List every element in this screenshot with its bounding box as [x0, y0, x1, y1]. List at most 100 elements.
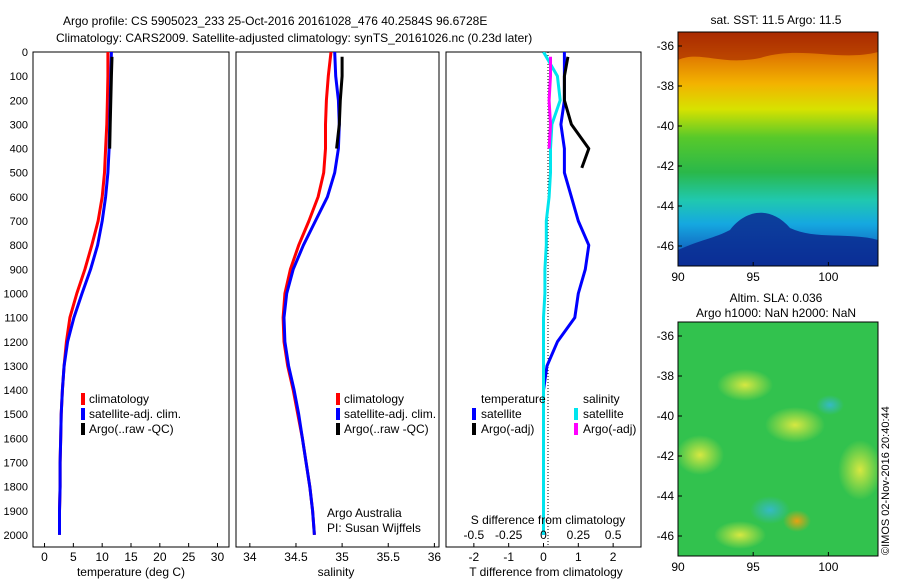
map-lat-label: -38	[657, 79, 675, 93]
s-diff-tick-label: 0	[540, 528, 547, 542]
x-tick-label: 30	[211, 550, 225, 564]
header-line2: Climatology: CARS2009. Satellite-adjuste…	[56, 31, 532, 45]
s-difference-label: S difference from climatology	[471, 513, 626, 527]
s-diff-tick-label: -0.5	[464, 528, 485, 542]
legend-label-argo: Argo(..raw -QC)	[344, 422, 429, 436]
sst-map-axes: -36 -38 -40 -42 -44 -46 90 95 100	[657, 39, 839, 284]
map-lat-label: -44	[657, 199, 675, 213]
x-tick-label: -1	[503, 550, 514, 564]
depth-tick-label: 1400	[4, 385, 28, 397]
x-tick-label: 2	[610, 550, 617, 564]
sla-anomaly	[717, 369, 773, 401]
sla-map-frame	[677, 321, 879, 557]
sla-anomaly	[783, 510, 811, 532]
depth-tick-label: 900	[10, 264, 28, 276]
legend-label-s-satellite: satellite	[583, 407, 624, 421]
sla-anomaly	[838, 440, 882, 500]
sla-anomaly	[750, 496, 790, 524]
difference-x-axis: -2 -1 0 1 2	[469, 543, 617, 564]
x-tick-label: 34	[243, 550, 257, 564]
t-difference-label: T difference from climatology	[469, 565, 623, 579]
depth-axis: 0 100 200 300 400 500 600 700 800 900 1000 1100 1200…	[4, 47, 641, 542]
salinity-legend: climatology satellite-adj. clim. Argo(..…	[336, 392, 436, 436]
depth-tick-label: 1200	[4, 337, 28, 349]
sla-map-axes: -36 -38 -40 -42 -44 -46 90 95 100	[657, 329, 839, 574]
depth-tick-label: 1100	[4, 313, 28, 325]
salinity-xlabel: salinity	[318, 565, 355, 579]
series-line-argo-adj-	[547, 56, 552, 149]
depth-tick-label: 1300	[4, 361, 28, 373]
legend-swatch-satellite	[336, 408, 340, 420]
map-lat-label: -36	[657, 39, 675, 53]
sst-map: sat. SST: 11.5 Argo: 11.5 -36 -38 -40 -42 -4…	[657, 13, 879, 284]
map-lon-label: 90	[671, 560, 685, 574]
x-tick-label: 5	[70, 550, 77, 564]
map-lon-label: 95	[747, 560, 761, 574]
x-tick-label: -2	[469, 550, 480, 564]
map-lat-label: -38	[657, 369, 675, 383]
map-lon-label: 100	[818, 270, 838, 284]
temperature-series	[58, 52, 114, 535]
sla-anomaly	[765, 407, 825, 443]
header-line1: Argo profile: CS 5905023_233 25-Oct-2016…	[63, 14, 487, 28]
legend-swatch-satellite	[81, 408, 85, 420]
sla-map: Altim. SLA: 0.036 Argo h1000: NaN h2000:…	[657, 291, 882, 574]
legend-swatch-climatology	[336, 393, 340, 405]
legend-label-satellite: satellite-adj. clim.	[89, 407, 181, 421]
s-diff-tick-label: 0.25	[567, 528, 591, 542]
depth-tick-label: 300	[10, 119, 28, 131]
depth-tick-label: 2000	[4, 530, 28, 542]
sst-map-frame	[677, 31, 879, 267]
x-tick-label: 10	[95, 550, 109, 564]
legend-swatch-argo	[81, 423, 85, 435]
legend-swatch-t-satellite	[472, 408, 476, 420]
series-line-argo-raw-qc-	[335, 56, 344, 149]
depth-tick-label: 500	[10, 168, 28, 180]
legend-swatch-s-satellite	[574, 408, 578, 420]
legend-label-climatology: climatology	[344, 392, 404, 406]
depth-tick-label: 1800	[4, 482, 28, 494]
legend-swatch-climatology	[81, 393, 85, 405]
map-lat-label: -46	[657, 239, 675, 253]
sla-anomaly	[676, 435, 724, 475]
x-tick-label: 35	[335, 550, 349, 564]
depth-tick-label: 1000	[4, 288, 28, 300]
map-lat-label: -46	[657, 529, 675, 543]
depth-tick-label: 0	[22, 47, 28, 59]
map-lat-label: -40	[657, 119, 675, 133]
map-lat-label: -36	[657, 329, 675, 343]
salinity-plot-area	[235, 51, 440, 548]
difference-series	[542, 52, 591, 535]
x-tick-label: 20	[153, 550, 167, 564]
x-tick-label: 25	[182, 550, 196, 564]
sla-map-title1: Altim. SLA: 0.036	[730, 291, 823, 305]
argo-note-line1: Argo Australia	[327, 506, 402, 520]
sla-anomaly	[714, 521, 766, 549]
depth-tick-label: 1500	[4, 409, 28, 421]
sla-anomaly	[816, 395, 844, 415]
depth-tick-label: 200	[10, 95, 28, 107]
x-tick-label: 35.5	[377, 550, 401, 564]
legend-label-t-satellite: satellite	[481, 407, 522, 421]
x-tick-label: 15	[124, 550, 138, 564]
legend-swatch-s-argo	[574, 423, 578, 435]
legend-title-temperature: temperature	[481, 392, 546, 406]
legend-label-s-argo: Argo(-adj)	[583, 422, 636, 436]
depth-tick-label: 1700	[4, 457, 28, 469]
map-lon-label: 100	[818, 560, 838, 574]
depth-tick-label: 1900	[4, 506, 28, 518]
difference-legend: temperature salinity satellite Argo(-adj…	[472, 392, 636, 436]
temperature-x-axis: 0 5 10 15 20 25 30	[41, 543, 224, 564]
imos-timestamp: ©IMOS 02-Nov-2016 20:40:44	[880, 406, 892, 555]
x-tick-label: 36	[428, 550, 442, 564]
legend-label-argo: Argo(..raw -QC)	[89, 422, 174, 436]
salinity-x-axis: 34 34.5 35 35.5 36	[243, 543, 441, 564]
legend-label-climatology: climatology	[89, 392, 149, 406]
s-diff-tick-label: 0.5	[605, 528, 622, 542]
x-tick-label: 1	[575, 550, 582, 564]
s-diff-tick-label: -0.25	[495, 528, 523, 542]
argo-note-line2: PI: Susan Wijffels	[327, 521, 421, 535]
map-lat-label: -42	[657, 449, 675, 463]
difference-panel: -2 -1 0 1 2 -0.5 -0.25 0 0.25 0.5 S difference f…	[445, 51, 642, 579]
